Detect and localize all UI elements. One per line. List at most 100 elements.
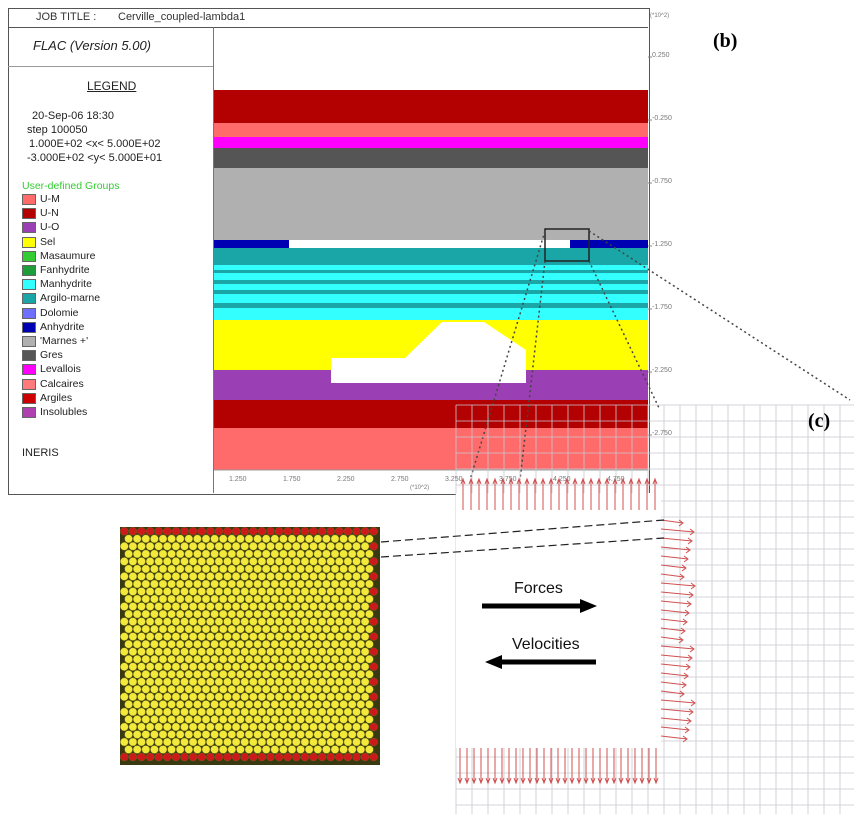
- force-arrowhead: [688, 591, 694, 599]
- job-title-value: Cerville_coupled-lambda1: [118, 11, 246, 23]
- particle: [356, 579, 365, 589]
- force-arrow: [660, 672, 689, 677]
- particle: [266, 557, 275, 566]
- particle: [305, 730, 314, 739]
- particle: [132, 579, 142, 589]
- particle: [214, 542, 224, 551]
- particle: [158, 715, 168, 724]
- particle: [227, 715, 237, 724]
- particle: [120, 737, 129, 747]
- force-arrowhead: [464, 777, 470, 785]
- legend-swatch: [22, 208, 36, 220]
- particle: [218, 730, 228, 739]
- particle: [154, 572, 163, 581]
- particle: [249, 632, 258, 641]
- particle: [167, 624, 176, 634]
- particle: [206, 602, 215, 611]
- rock-layer: [214, 123, 648, 137]
- particle: [343, 542, 353, 551]
- particle: [305, 624, 314, 634]
- particle: [210, 700, 219, 709]
- force-arrow: [660, 726, 690, 731]
- particle: [339, 579, 348, 589]
- particle: [137, 692, 146, 701]
- particle: [236, 624, 245, 634]
- particle: [137, 677, 146, 686]
- particle: [283, 647, 292, 656]
- force-arrow: [660, 528, 695, 533]
- particle: [180, 557, 189, 566]
- particle: [145, 722, 155, 732]
- particle: [360, 692, 370, 701]
- particle: [244, 579, 254, 589]
- particle: [171, 527, 181, 536]
- force-arrow: [660, 555, 689, 560]
- force-arrowhead: [644, 477, 650, 485]
- particle: [132, 534, 142, 543]
- particle: [188, 602, 198, 611]
- particle: [193, 670, 202, 679]
- particle: [154, 602, 163, 611]
- particle: [214, 662, 224, 671]
- particle: [154, 542, 163, 551]
- particle: [227, 655, 237, 664]
- legend-label: Gres: [40, 349, 63, 362]
- particle: [167, 640, 176, 649]
- x-tick: 4.250: [553, 476, 571, 483]
- particle: [296, 594, 305, 604]
- particle: [150, 730, 159, 739]
- particle: [365, 594, 374, 604]
- particle: [348, 579, 357, 589]
- particle: [231, 632, 241, 641]
- particle: [279, 685, 288, 694]
- particle: [214, 692, 224, 701]
- particle: [330, 534, 340, 543]
- rock-layer: [214, 284, 648, 290]
- particle: [335, 572, 344, 581]
- particle: [240, 737, 249, 747]
- particle: [335, 677, 344, 686]
- particle: [249, 587, 258, 596]
- particle: [223, 587, 232, 596]
- particle: [266, 632, 275, 641]
- particle: [193, 564, 202, 574]
- zoom-line: [469, 230, 546, 481]
- particle: [279, 549, 288, 559]
- particle: [274, 752, 284, 762]
- particle: [322, 655, 331, 664]
- particle: [274, 587, 284, 596]
- particle: [249, 692, 258, 701]
- particle: [141, 700, 151, 709]
- particle: [365, 700, 374, 709]
- particle: [279, 655, 288, 664]
- force-arrowhead: [681, 681, 687, 689]
- particle: [292, 707, 301, 717]
- particle: [120, 722, 129, 732]
- particle: [188, 557, 198, 566]
- rock-layer: [214, 308, 648, 320]
- particle: [369, 677, 378, 686]
- particle: [167, 564, 176, 574]
- particle: [218, 534, 228, 543]
- particle: [175, 730, 185, 739]
- groups-title: User-defined Groups: [22, 180, 120, 192]
- particle: [292, 557, 301, 566]
- particle: [167, 534, 176, 543]
- force-arrowhead: [540, 477, 546, 485]
- particle: [227, 730, 237, 739]
- particle: [339, 564, 348, 574]
- particle: [141, 549, 151, 559]
- particle: [339, 715, 348, 724]
- particle: [154, 707, 163, 717]
- mesh-mask: [456, 493, 661, 748]
- particle: [352, 572, 361, 581]
- particle: [356, 745, 365, 754]
- particle: [223, 737, 232, 747]
- particle: [365, 730, 374, 739]
- particle: [335, 692, 344, 701]
- particle: [257, 707, 267, 717]
- particle: [236, 670, 245, 679]
- particle: [317, 542, 327, 551]
- particle: [180, 632, 189, 641]
- particle: [244, 700, 254, 709]
